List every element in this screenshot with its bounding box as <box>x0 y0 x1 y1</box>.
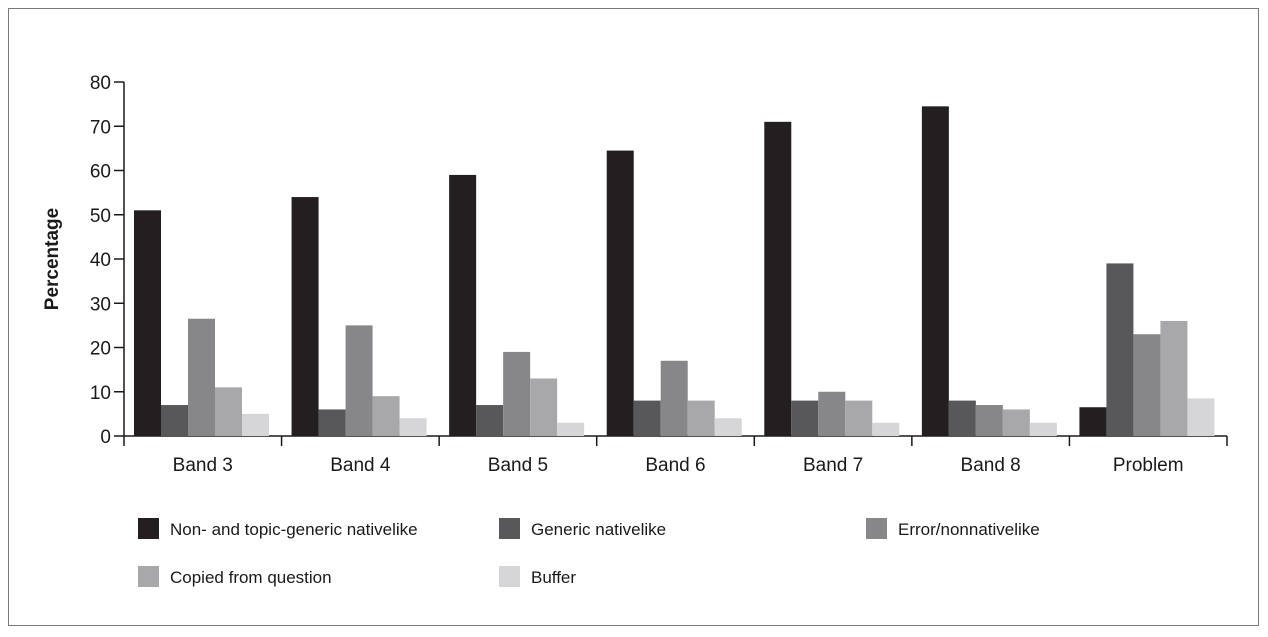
bar <box>291 197 319 436</box>
bar <box>449 174 477 437</box>
y-tick-label: 50 <box>90 206 111 227</box>
bar <box>633 400 661 436</box>
legend-swatch <box>138 518 159 539</box>
bar <box>1002 409 1030 436</box>
bar <box>764 121 792 436</box>
bar <box>318 409 346 436</box>
legend-label: Generic nativelike <box>531 520 666 539</box>
bar <box>845 400 873 436</box>
bar <box>714 418 742 436</box>
bar <box>1106 263 1134 436</box>
bar <box>1133 334 1161 436</box>
bar <box>872 422 900 436</box>
bar <box>134 210 161 436</box>
legend-swatch <box>499 566 520 587</box>
y-axis-title: Percentage <box>42 208 63 310</box>
x-tick-label: Band 6 <box>645 455 705 476</box>
x-tick-label: Band 4 <box>330 455 391 476</box>
legend-label: Non- and topic-generic nativelike <box>170 520 418 539</box>
bar <box>399 418 427 436</box>
y-axis: 0 10 20 30 40 50 60 70 80 <box>90 73 125 448</box>
bar <box>975 405 1003 436</box>
bar <box>1160 320 1188 436</box>
bar <box>215 387 242 436</box>
bar <box>660 360 688 436</box>
bar <box>372 396 400 436</box>
bar <box>1187 398 1215 436</box>
y-tick-label: 10 <box>90 383 111 404</box>
bar <box>530 378 558 436</box>
y-tick-label: 60 <box>90 162 111 183</box>
bar <box>606 150 634 436</box>
bar <box>921 106 949 437</box>
bar <box>345 325 373 436</box>
legend-swatch <box>138 566 159 587</box>
x-tick-label: Band 5 <box>488 455 548 476</box>
bar <box>791 400 819 436</box>
bar <box>476 405 504 436</box>
bar <box>948 400 976 436</box>
bar <box>503 351 531 436</box>
bar <box>818 391 846 436</box>
bars <box>134 106 1215 437</box>
x-tick-label: Problem <box>1113 455 1184 476</box>
bar <box>557 422 585 436</box>
bar <box>161 405 188 436</box>
y-tick-label: 40 <box>90 250 111 271</box>
x-tick-label: Band 7 <box>803 455 863 476</box>
legend-swatch <box>499 518 520 539</box>
bar <box>242 413 269 436</box>
x-tick-label: Band 3 <box>173 455 233 476</box>
y-tick-label: 0 <box>100 427 111 448</box>
y-tick-label: 30 <box>90 294 111 315</box>
x-axis: Band 3 Band 4 Band 5 Band 6 Band 7 Band 8 Prob… <box>123 435 1228 476</box>
y-tick-label: 70 <box>90 117 111 138</box>
legend-label: Buffer <box>531 568 576 587</box>
bar <box>687 400 715 436</box>
x-tick-label: Band 8 <box>961 455 1021 476</box>
y-tick-label: 20 <box>90 339 111 360</box>
bar <box>1079 407 1107 436</box>
legend-label: Error/nonnativelike <box>898 520 1040 539</box>
bar <box>1029 422 1057 436</box>
y-tick-label: 80 <box>90 73 111 94</box>
legend-swatch <box>866 518 887 539</box>
bar <box>188 318 215 436</box>
legend: Non- and topic-generic nativelike Generic… <box>138 518 1040 587</box>
legend-label: Copied from question <box>170 568 332 587</box>
